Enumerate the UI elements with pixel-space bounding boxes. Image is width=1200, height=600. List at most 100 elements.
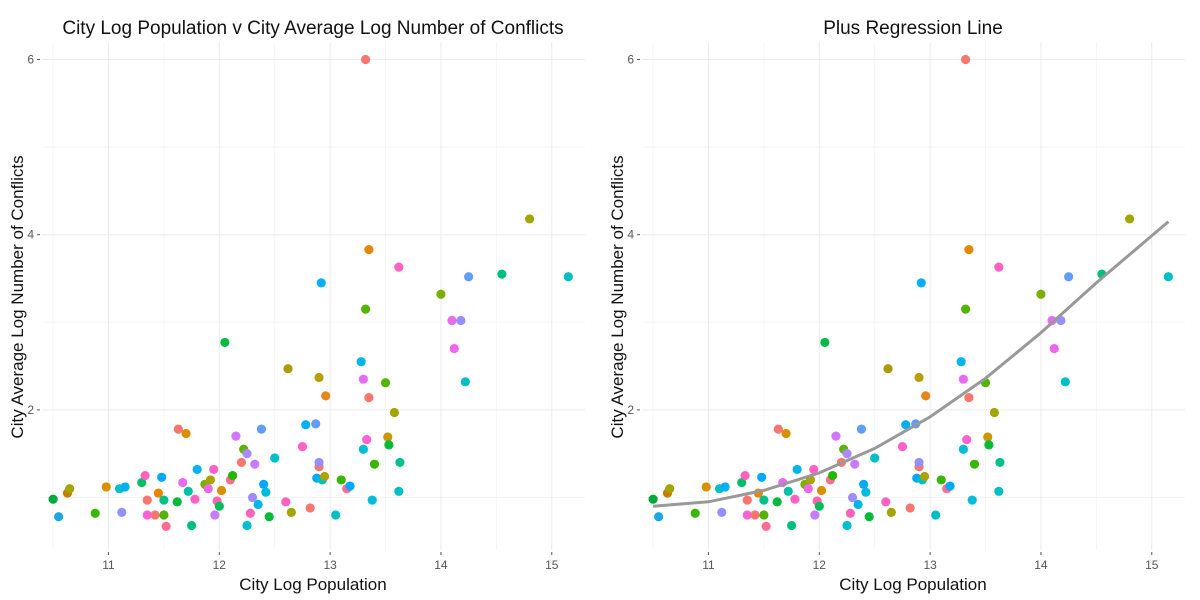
- data-point: [358, 374, 368, 384]
- data-point: [210, 510, 220, 520]
- data-point: [881, 497, 891, 507]
- data-point: [236, 457, 247, 468]
- data-point: [720, 482, 730, 492]
- data-point: [921, 391, 931, 401]
- data-point: [856, 424, 867, 434]
- right-y-ticks: 2 4 6: [627, 53, 640, 417]
- data-point: [336, 475, 346, 485]
- data-point: [319, 471, 330, 482]
- data-point: [761, 521, 771, 531]
- data-point: [356, 357, 366, 367]
- data-point: [1064, 272, 1074, 282]
- data-point: [828, 470, 838, 481]
- x-tick-label: 13: [323, 558, 337, 572]
- data-point: [759, 495, 769, 505]
- data-point: [994, 262, 1004, 272]
- data-point: [65, 484, 75, 494]
- x-tick-label: 14: [434, 558, 448, 572]
- data-point: [845, 508, 855, 518]
- data-point: [153, 488, 163, 498]
- data-point: [364, 393, 374, 403]
- data-point: [831, 431, 841, 441]
- y-tick-label: 6: [627, 53, 634, 67]
- regression-line: [652, 220, 1170, 508]
- data-point: [842, 449, 852, 459]
- data-point: [960, 54, 971, 65]
- data-point: [701, 482, 711, 492]
- y-tick-label: 4: [27, 228, 34, 242]
- data-point: [859, 479, 869, 489]
- data-point: [394, 486, 404, 496]
- x-tick-label: 15: [1145, 558, 1159, 572]
- data-point: [1163, 272, 1173, 282]
- data-point: [773, 424, 783, 434]
- data-point: [369, 459, 380, 469]
- data-point: [48, 494, 58, 504]
- data-point: [945, 481, 955, 491]
- data-point: [524, 214, 535, 224]
- data-point: [311, 419, 321, 429]
- data-point: [931, 510, 941, 520]
- data-point: [783, 486, 793, 496]
- data-point: [864, 512, 874, 522]
- data-point: [803, 484, 813, 494]
- data-point: [120, 482, 130, 492]
- y-tick-label: 2: [627, 403, 634, 417]
- data-point: [460, 377, 470, 387]
- data-point: [101, 482, 111, 492]
- data-point: [242, 520, 252, 531]
- data-point: [395, 457, 405, 468]
- data-point: [983, 432, 993, 442]
- data-point: [654, 512, 664, 522]
- data-point: [242, 449, 252, 459]
- data-point: [742, 510, 752, 520]
- data-point: [690, 508, 700, 518]
- data-point: [820, 337, 830, 348]
- data-point: [787, 520, 797, 531]
- data-point: [159, 495, 169, 505]
- data-point: [214, 501, 224, 511]
- data-point: [914, 457, 924, 468]
- data-point: [362, 435, 372, 445]
- data-point: [394, 262, 404, 272]
- data-point: [253, 499, 263, 510]
- x-tick-label: 11: [102, 558, 115, 572]
- data-point: [190, 494, 200, 504]
- data-point: [757, 472, 767, 482]
- data-point: [297, 442, 308, 452]
- data-point: [750, 510, 760, 520]
- data-point: [281, 497, 291, 507]
- data-point: [264, 512, 274, 522]
- data-point: [870, 453, 880, 463]
- data-point: [259, 479, 269, 489]
- x-tick-label: 12: [213, 558, 227, 572]
- left-y-axis-title: City Average Log Number of Conflicts: [8, 155, 27, 438]
- y-tick-label: 2: [27, 403, 34, 417]
- data-point: [142, 495, 152, 505]
- data-point: [314, 457, 324, 468]
- left-chart-title: City Log Population v City Average Log N…: [62, 18, 563, 39]
- data-point: [958, 444, 968, 454]
- data-point: [261, 487, 271, 497]
- data-point: [142, 510, 152, 520]
- data-point: [270, 453, 280, 463]
- data-point: [958, 374, 968, 384]
- data-point: [781, 428, 791, 439]
- data-point: [383, 432, 393, 442]
- data-point: [449, 343, 459, 354]
- data-point: [809, 464, 819, 475]
- data-point: [936, 475, 946, 485]
- data-point: [178, 477, 188, 488]
- data-point: [759, 510, 769, 520]
- data-point: [231, 431, 241, 441]
- left-y-ticks: 2 4 6: [27, 53, 40, 417]
- data-point: [861, 487, 871, 497]
- x-tick-label: 12: [813, 558, 827, 572]
- data-point: [90, 508, 100, 518]
- data-point: [984, 440, 994, 450]
- left-x-axis-title: City Log Population: [239, 575, 386, 594]
- data-point: [380, 378, 391, 388]
- data-point: [648, 494, 658, 504]
- data-point: [847, 492, 858, 503]
- data-point: [209, 464, 219, 475]
